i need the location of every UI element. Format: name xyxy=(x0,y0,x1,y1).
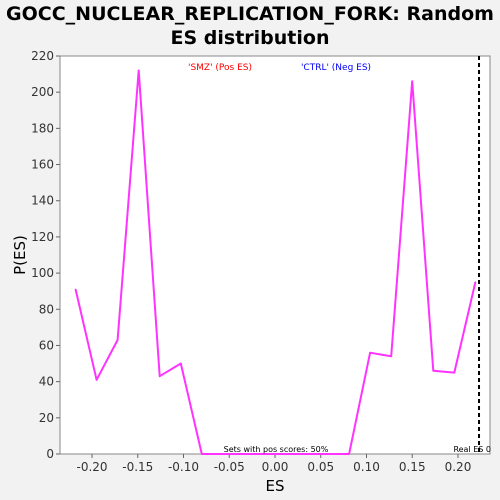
data-point xyxy=(390,355,392,358)
data-point xyxy=(432,369,435,372)
data-point xyxy=(116,339,119,341)
x-tick-label: -0.10 xyxy=(168,460,199,474)
y-tick-label: 120 xyxy=(31,230,54,244)
x-tick-label: -0.15 xyxy=(122,460,153,474)
y-tick-label: 140 xyxy=(31,194,54,208)
data-point xyxy=(327,453,329,455)
data-point xyxy=(201,453,203,455)
data-point xyxy=(369,351,371,354)
y-tick-label: 200 xyxy=(31,85,54,99)
series-line xyxy=(74,69,477,455)
real-es-label: Real ES 0 xyxy=(453,445,491,454)
data-point xyxy=(179,362,182,365)
sets-annotation: Sets with pos scores: 50% xyxy=(224,445,329,454)
data-point xyxy=(474,281,477,283)
data-point xyxy=(137,69,140,72)
data-point xyxy=(95,379,98,381)
chart-title: GOCC_NUCLEAR_REPLICATION_FORK: Random ES… xyxy=(0,2,500,50)
y-axis-label: P(ES) xyxy=(11,235,29,275)
y-tick-label: 220 xyxy=(31,49,54,63)
x-tick-label: 0.00 xyxy=(262,460,289,474)
data-point xyxy=(306,453,308,455)
chart-title-line2: ES distribution xyxy=(170,27,330,49)
y-tick-label: 40 xyxy=(39,375,54,389)
y-tick-label: 100 xyxy=(31,266,54,280)
series-points xyxy=(74,69,477,455)
legend-neg: 'CTRL' (Neg ES) xyxy=(301,63,371,73)
x-tick-label: 0.05 xyxy=(307,460,334,474)
legend-pos: 'SMZ' (Pos ES) xyxy=(188,63,252,73)
y-tick-label: 0 xyxy=(46,447,54,461)
y-tick-label: 160 xyxy=(31,158,54,172)
y-axis: 0 20 40 60 80 100 120 140 160 180 200 220 xyxy=(31,49,60,461)
data-point xyxy=(453,371,456,374)
chart-title-line1: GOCC_NUCLEAR_REPLICATION_FORK: Random xyxy=(6,3,494,25)
y-tick-label: 80 xyxy=(39,302,54,316)
data-point xyxy=(158,375,161,378)
plot-area xyxy=(59,55,491,455)
y-tick-label: 60 xyxy=(39,338,54,352)
x-tick-label: -0.20 xyxy=(76,460,107,474)
x-tick-label: -0.05 xyxy=(214,460,245,474)
data-point xyxy=(285,453,287,455)
x-tick-label: 0.10 xyxy=(353,460,380,474)
data-point xyxy=(411,80,414,83)
x-axis: -0.20 -0.15 -0.10 -0.05 0.00 0.05 0.10 0.15 0.20 xyxy=(76,454,471,474)
x-tick-label: 0.15 xyxy=(399,460,426,474)
data-point xyxy=(243,453,245,455)
data-point xyxy=(74,288,77,291)
y-tick-label: 20 xyxy=(39,411,54,425)
x-tick-label: 0.20 xyxy=(445,460,472,474)
y-tick-label: 180 xyxy=(31,121,54,135)
data-point xyxy=(348,453,350,455)
data-point xyxy=(222,453,224,455)
data-point xyxy=(264,453,266,455)
x-axis-label: ES xyxy=(266,477,285,495)
